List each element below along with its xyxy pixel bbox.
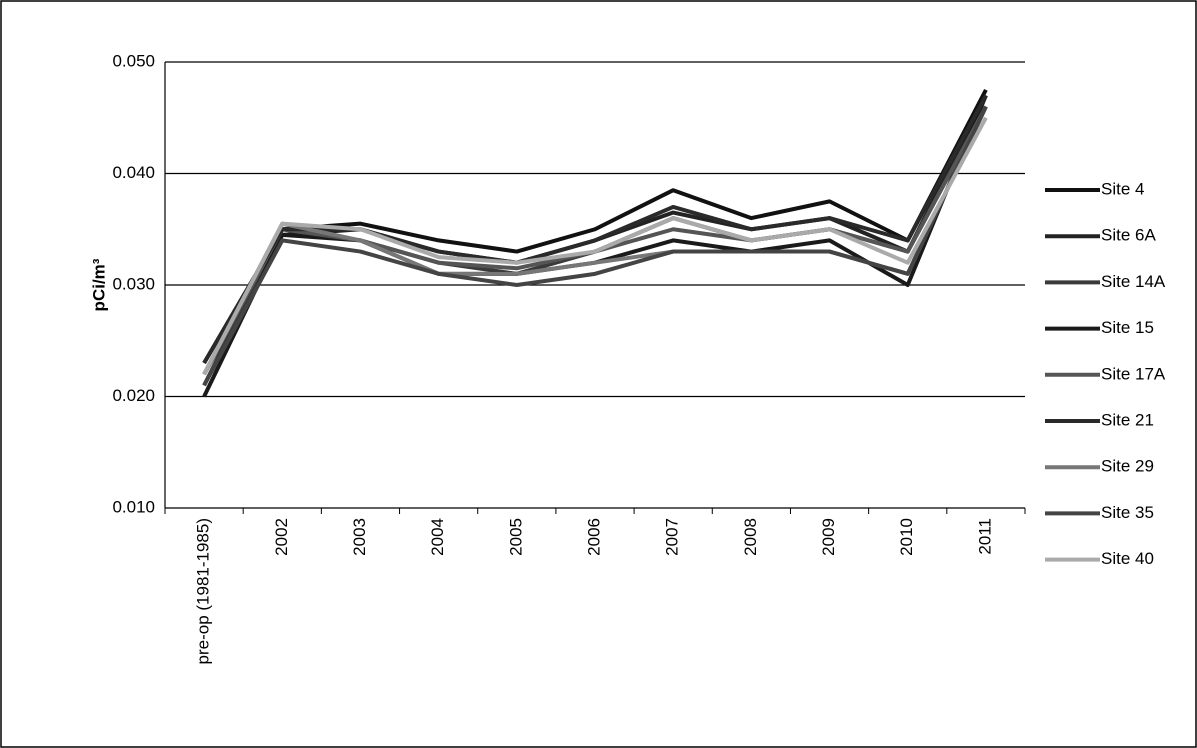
y-axis-title: pCi/m³ xyxy=(89,258,108,311)
x-tick-label: 2004 xyxy=(428,518,447,556)
x-tick-label: 2008 xyxy=(741,518,760,556)
series-line xyxy=(202,116,988,376)
y-tick-label: 0.050 xyxy=(112,51,155,70)
x-tick-label: 2009 xyxy=(819,518,838,556)
y-tick-label: 0.020 xyxy=(112,386,155,405)
legend-label: Site 6A xyxy=(1101,226,1156,245)
legend-label: Site 35 xyxy=(1101,503,1154,522)
x-tick-label: pre-op (1981-1985) xyxy=(194,518,213,664)
y-tick-label: 0.030 xyxy=(112,274,155,293)
series-line xyxy=(202,105,988,387)
legend-label: Site 29 xyxy=(1101,457,1154,476)
x-tick-label: 2011 xyxy=(975,518,994,555)
legend-label: Site 15 xyxy=(1101,318,1154,337)
y-tick-label: 0.010 xyxy=(112,497,155,516)
x-tick-label: 2006 xyxy=(584,518,603,556)
legend-label: Site 21 xyxy=(1101,410,1154,429)
x-tick-label: 2005 xyxy=(506,518,525,556)
x-tick-label: 2007 xyxy=(663,518,682,556)
legend-label: Site 40 xyxy=(1101,549,1154,568)
y-tick-label: 0.040 xyxy=(112,163,155,182)
legend-label: Site 14A xyxy=(1101,272,1166,291)
x-tick-label: 2003 xyxy=(350,518,369,556)
legend-label: Site 17A xyxy=(1101,364,1166,383)
legend-label: Site 4 xyxy=(1101,179,1144,198)
x-tick-label: 2010 xyxy=(897,518,916,556)
x-tick-label: 2002 xyxy=(272,518,291,556)
